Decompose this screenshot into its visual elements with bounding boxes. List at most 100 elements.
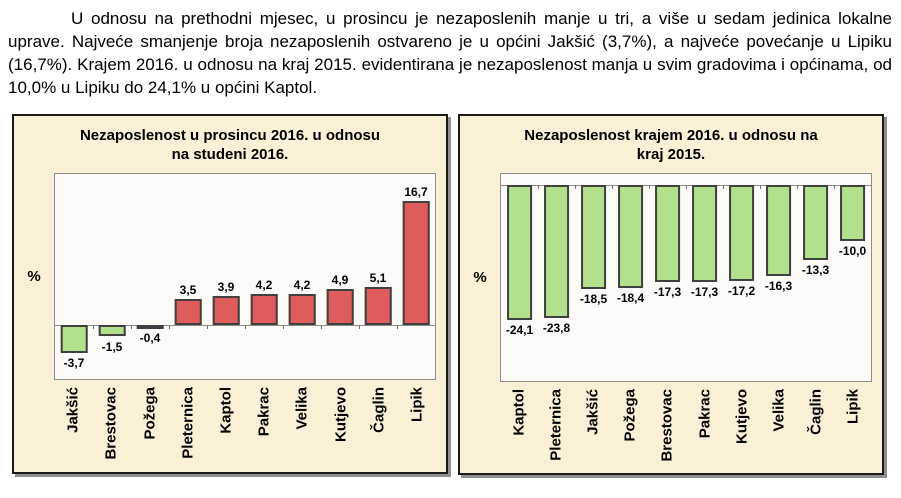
axis-tick <box>760 185 761 190</box>
bar-pakrac <box>250 294 278 326</box>
bar-value-label: -18,5 <box>579 291 608 306</box>
bar-value-label: 3,9 <box>217 280 235 295</box>
chart-panel-monthly-change: Nezaposlenost u prosincu 2016. u odnosu n… <box>12 114 448 474</box>
chart-title: Nezaposlenost u prosincu 2016. u odnosu n… <box>32 126 428 164</box>
category-slot: Kutjevo <box>321 382 359 478</box>
axis-tick <box>538 185 539 190</box>
chart-title-line2: kraj 2015. <box>636 146 706 163</box>
bar-kutjevo <box>728 185 755 282</box>
bar-čaglin <box>802 185 829 260</box>
bar-brestovac <box>654 185 681 282</box>
category-slot: Čaglin <box>798 384 835 480</box>
chart-body: % -24,1 -23,8 -18,5 -18,4 -17,3 -17,3 -17,2 -16… <box>460 173 882 382</box>
bar-kaptol <box>506 185 533 321</box>
bar-value-label: -3,7 <box>63 355 85 370</box>
bar-value-label: -13,3 <box>801 262 830 277</box>
chart-panel-yearly-change: Nezaposlenost krajem 2016. u odnosu na kr… <box>458 114 884 475</box>
category-slot: Čaglin <box>360 382 398 478</box>
bar-value-label: -18,4 <box>616 291 645 306</box>
category-label: Kaptol <box>217 387 235 434</box>
bar-pleternica <box>174 299 202 326</box>
bar-lipik <box>839 185 866 242</box>
chart-title-line1: Nezaposlenost krajem 2016. u odnosu na <box>524 127 818 144</box>
category-label: Požega <box>141 387 158 440</box>
bar-value-label: -0,4 <box>139 331 161 346</box>
category-slot: Brestovac <box>649 384 686 480</box>
category-label: Velika <box>293 387 311 430</box>
category-slot: Pakrac <box>686 384 723 480</box>
category-slot: Kaptol <box>207 382 245 478</box>
category-label: Lipik <box>408 387 426 423</box>
axis-tick <box>612 185 613 190</box>
axis-tick <box>686 185 687 190</box>
bar-pleternica <box>543 185 570 319</box>
plot-area: -24,1 -23,8 -18,5 -18,4 -17,3 -17,3 -17,2 -16,3… <box>500 173 872 382</box>
chart-title-line1: Nezaposlenost u prosincu 2016. u odnosu <box>79 127 381 144</box>
bar-jakšić <box>580 185 607 289</box>
category-slot: Požega <box>612 384 649 480</box>
category-label: Kutjevo <box>332 387 350 443</box>
bar-kaptol <box>212 296 240 326</box>
category-axis: Jakšić Brestovac Požega Pleternica Kaptol Pak… <box>54 382 436 478</box>
category-label: Pakrac <box>696 389 714 439</box>
charts-row: Nezaposlenost u prosincu 2016. u odnosu n… <box>12 114 884 475</box>
bar-kutjevo <box>326 288 354 326</box>
axis-tick <box>834 185 835 190</box>
plot-area: -3,7 -1,5 -0,4 3,5 3,9 4,2 4,2 4,9 5,1 16,7 <box>54 173 436 380</box>
category-slot: Požega <box>130 382 168 478</box>
bar-pakrac <box>691 185 718 282</box>
category-label: Čaglin <box>807 389 825 435</box>
category-slot: Kaptol <box>500 384 537 480</box>
axis-tick <box>207 325 208 330</box>
category-label: Pleternica <box>179 387 197 459</box>
category-slot: Jakšić <box>574 384 611 480</box>
category-label: Pakrac <box>255 387 273 437</box>
bar-požega <box>136 325 164 330</box>
category-label: Velika <box>770 389 788 432</box>
bar-velika <box>765 185 792 277</box>
bar-brestovac <box>98 325 126 337</box>
bar-value-label: -17,3 <box>653 284 682 299</box>
bar-čaglin <box>364 287 392 326</box>
bar-value-label: -10,0 <box>838 244 867 259</box>
axis-tick <box>575 185 576 190</box>
category-label: Pleternica <box>547 389 565 461</box>
chart-title-line2: na studeni 2016. <box>171 146 289 163</box>
category-slot: Lipik <box>398 382 436 478</box>
category-slot: Velika <box>283 382 321 478</box>
category-slot: Pleternica <box>537 384 574 480</box>
category-label: Jakšić <box>64 387 82 433</box>
category-slot: Kutjevo <box>723 384 760 480</box>
bar-value-label: 3,5 <box>179 283 197 298</box>
bar-value-label: -16,3 <box>764 279 793 294</box>
y-axis-label: % <box>473 269 487 286</box>
axis-tick <box>397 325 398 330</box>
bar-value-label: 4,2 <box>293 278 311 293</box>
bar-požega <box>617 185 644 289</box>
bar-value-label: -24,1 <box>505 323 534 338</box>
category-label: Kutjevo <box>733 389 751 445</box>
bar-value-label: -1,5 <box>101 339 123 354</box>
category-label: Požega <box>621 389 639 442</box>
category-slot: Brestovac <box>92 382 130 478</box>
category-slot: Velika <box>760 384 797 480</box>
axis-tick <box>649 185 650 190</box>
category-slot: Lipik <box>835 384 872 480</box>
category-slot: Jakšić <box>54 382 92 478</box>
bar-value-label: -17,2 <box>727 284 756 299</box>
bar-value-label: 16,7 <box>404 184 428 199</box>
bar-jakšić <box>60 325 88 353</box>
axis-tick <box>131 325 132 330</box>
category-axis: Kaptol Pleternica Jakšić Požega Brestovac Pak… <box>500 384 872 480</box>
axis-tick <box>723 185 724 190</box>
bar-lipik <box>402 200 430 326</box>
category-label: Brestovac <box>102 387 120 460</box>
axis-tick <box>797 185 798 190</box>
axis-tick <box>321 325 322 330</box>
chart-title: Nezaposlenost krajem 2016. u odnosu na kr… <box>478 126 864 164</box>
chart-body: % -3,7 -1,5 -0,4 3,5 3,9 4,2 4,2 4,9 5,1 16,7 <box>14 173 446 380</box>
axis-tick <box>359 325 360 330</box>
intro-paragraph: U odnosu na prethodni mjesec, u prosincu… <box>8 9 892 97</box>
category-slot: Pleternica <box>169 382 207 478</box>
